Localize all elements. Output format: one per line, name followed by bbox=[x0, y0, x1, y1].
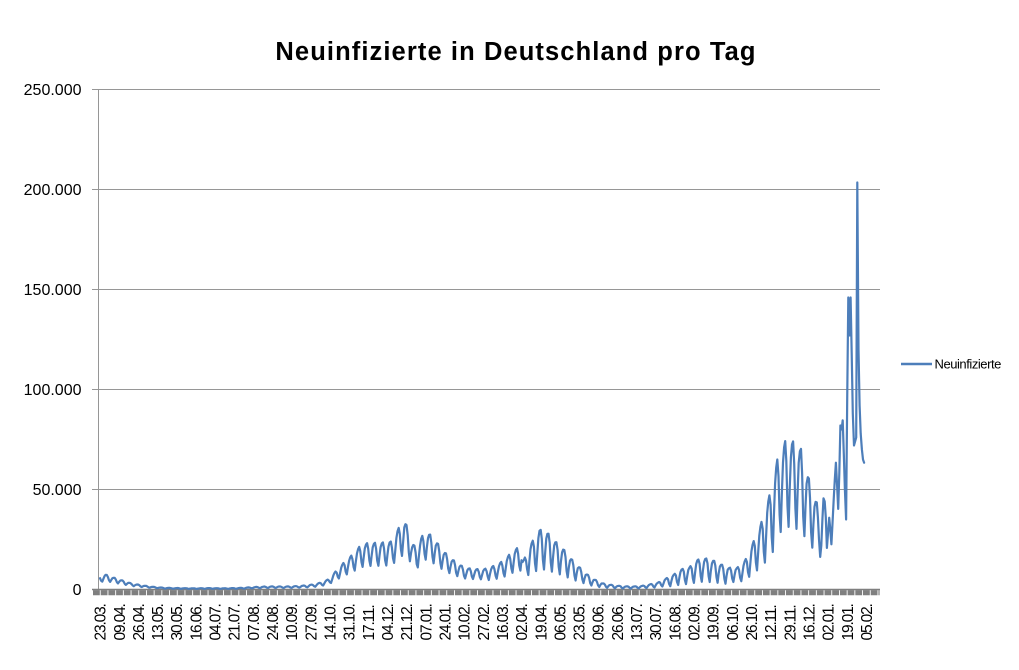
svg-text:06.10.: 06.10. bbox=[725, 604, 742, 640]
svg-text:04.07.: 04.07. bbox=[208, 604, 225, 640]
svg-text:31.10.: 31.10. bbox=[342, 604, 359, 640]
svg-text:13.05.: 13.05. bbox=[150, 604, 167, 640]
svg-text:200.000: 200.000 bbox=[24, 182, 82, 199]
svg-text:09.06.: 09.06. bbox=[591, 604, 608, 640]
svg-text:24.01.: 24.01. bbox=[438, 604, 455, 640]
svg-text:27.09.: 27.09. bbox=[303, 604, 320, 640]
svg-text:250.000: 250.000 bbox=[24, 82, 82, 99]
svg-text:05.02.: 05.02. bbox=[859, 604, 876, 640]
svg-text:19.09.: 19.09. bbox=[706, 604, 723, 640]
svg-text:16.12.: 16.12. bbox=[802, 604, 819, 640]
svg-text:50.000: 50.000 bbox=[33, 482, 82, 499]
svg-text:21.07.: 21.07. bbox=[227, 604, 244, 640]
svg-text:Neuinfizierte: Neuinfizierte bbox=[935, 357, 1002, 372]
svg-text:12.11.: 12.11. bbox=[763, 605, 780, 640]
svg-text:16.06.: 16.06. bbox=[188, 604, 205, 640]
svg-text:23.05.: 23.05. bbox=[572, 604, 589, 640]
svg-text:02.04.: 02.04. bbox=[514, 604, 531, 640]
svg-text:19.01.: 19.01. bbox=[840, 604, 857, 640]
svg-text:02.01.: 02.01. bbox=[821, 604, 838, 640]
svg-text:13.07.: 13.07. bbox=[629, 604, 646, 640]
svg-text:Neuinfizierte in Deutschland p: Neuinfizierte in Deutschland pro Tag bbox=[275, 38, 756, 66]
svg-text:21.12.: 21.12. bbox=[399, 604, 416, 640]
svg-text:0: 0 bbox=[73, 582, 82, 599]
svg-text:17.11.: 17.11. bbox=[361, 605, 378, 640]
svg-text:26.10.: 26.10. bbox=[744, 604, 761, 640]
svg-text:30.05.: 30.05. bbox=[169, 604, 186, 640]
svg-text:100.000: 100.000 bbox=[24, 382, 82, 399]
svg-text:19.04.: 19.04. bbox=[533, 604, 550, 640]
svg-text:23.03.: 23.03. bbox=[93, 604, 110, 640]
svg-text:04.12.: 04.12. bbox=[380, 604, 397, 640]
svg-text:26.06.: 26.06. bbox=[610, 604, 627, 640]
svg-text:06.05.: 06.05. bbox=[552, 604, 569, 640]
svg-text:24.08.: 24.08. bbox=[265, 604, 282, 640]
svg-text:02.09.: 02.09. bbox=[687, 604, 704, 640]
svg-text:07.08.: 07.08. bbox=[246, 604, 263, 640]
svg-text:27.02.: 27.02. bbox=[476, 604, 493, 640]
svg-text:150.000: 150.000 bbox=[24, 282, 82, 299]
svg-text:16.08.: 16.08. bbox=[667, 604, 684, 640]
svg-text:16.03.: 16.03. bbox=[495, 604, 512, 640]
svg-text:26.04.: 26.04. bbox=[131, 604, 148, 640]
svg-text:10.02.: 10.02. bbox=[457, 604, 474, 640]
svg-text:14.10.: 14.10. bbox=[323, 604, 340, 640]
svg-text:10.09.: 10.09. bbox=[284, 604, 301, 640]
svg-text:09.04.: 09.04. bbox=[112, 604, 129, 640]
svg-text:30.07.: 30.07. bbox=[648, 604, 665, 640]
svg-text:07.01.: 07.01. bbox=[418, 604, 435, 640]
svg-text:29.11.: 29.11. bbox=[782, 605, 799, 640]
